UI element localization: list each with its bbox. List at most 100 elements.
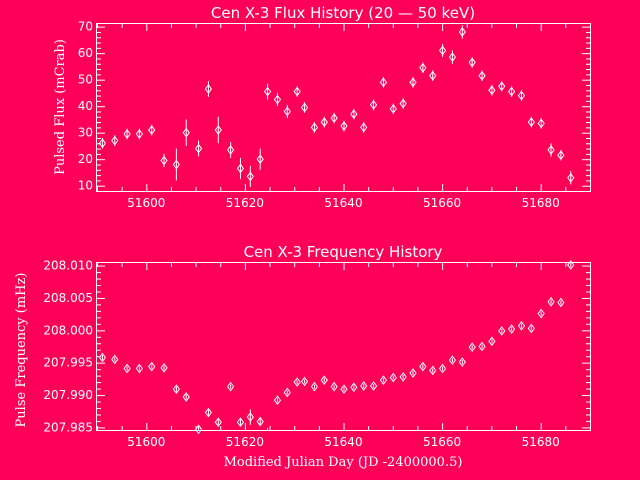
flux-data-point [330, 113, 338, 123]
frequency-data-point [214, 417, 222, 428]
frequency-data-point [567, 260, 575, 270]
frequency-y-tick-label: 208.010 [43, 259, 93, 273]
frequency-axis-ticks: 51600 51620 51640 51660 51680 207.985 207.990 2… [43, 259, 591, 449]
flux-y-tick-label: 60 [78, 46, 93, 60]
flux-data-point [320, 117, 328, 127]
frequency-data-point [98, 352, 107, 363]
frequency-data-point [429, 365, 437, 376]
flux-axis-ticks: 51600 51620 51640 51660 51680 10 20 30 40 50 60 70 [78, 20, 591, 210]
frequency-x-tick-label: 51680 [522, 435, 560, 449]
flux-data-point [273, 94, 282, 105]
flux-data-point [340, 121, 348, 131]
frequency-data-point [537, 308, 545, 319]
flux-data-point [263, 86, 272, 97]
frequency-data-point [458, 357, 466, 367]
flux-panel: Cen X-3 Flux History (20 — 50 keV) Pulse… [53, 4, 591, 210]
frequency-data-point [283, 387, 291, 398]
frequency-data-point [547, 297, 555, 307]
flux-y-tick-label: 10 [78, 179, 93, 193]
frequency-data-point [194, 424, 203, 435]
flux-data-point [160, 155, 168, 166]
flux-data-point [399, 98, 407, 109]
flux-data-point [438, 45, 447, 56]
frequency-y-tick-label: 207.990 [43, 388, 93, 402]
flux-data-point [419, 62, 427, 73]
frequency-chart-title: Cen X-3 Frequency History [244, 243, 443, 261]
flux-data-point [172, 159, 181, 170]
flux-data-point [226, 145, 235, 155]
flux-data-point [527, 117, 535, 127]
flux-data-point [283, 106, 291, 117]
frequency-data-point [246, 412, 254, 422]
flux-data-point [547, 145, 555, 155]
frequency-y-tick-label: 207.995 [43, 356, 93, 370]
frequency-x-tick-label: 51660 [423, 435, 461, 449]
frequency-data-point [369, 381, 378, 391]
flux-y-tick-label: 20 [78, 152, 93, 166]
frequency-data-point [182, 392, 190, 402]
frequency-plot-frame [96, 262, 591, 431]
flux-data-point [350, 109, 358, 119]
flux-data-point [369, 100, 378, 110]
flux-data-point [182, 127, 190, 138]
flux-data-point [135, 129, 144, 139]
flux-data-point [498, 81, 506, 92]
frequency-data-point [468, 342, 476, 352]
frequency-data-point [399, 372, 407, 382]
flux-data-point [204, 84, 213, 94]
flux-data-point [293, 86, 301, 97]
flux-x-tick-label: 51660 [423, 196, 461, 210]
frequency-data-point [111, 354, 119, 365]
flux-data-point [458, 27, 466, 37]
flux-data-point [507, 86, 516, 97]
frequency-panel: Cen X-3 Frequency History Pulse Frequenc… [14, 243, 591, 470]
flux-data-point [379, 77, 388, 88]
flux-data-point [98, 138, 107, 149]
flux-plot-frame [96, 23, 591, 192]
frequency-data-point [478, 341, 486, 352]
frequency-x-tick-label: 51600 [127, 435, 165, 449]
frequency-x-tick-label: 51620 [226, 435, 264, 449]
frequency-data-point [160, 363, 168, 373]
frequency-data-point [273, 395, 282, 406]
frequency-data-point [300, 376, 309, 387]
flux-data-point [300, 102, 309, 113]
flux-data-point [236, 163, 245, 174]
flux-data-point [111, 135, 119, 146]
frequency-y-tick-label: 207.985 [43, 420, 93, 434]
flux-data-point [409, 77, 417, 88]
flux-data-point [194, 143, 203, 154]
frequency-data-point [448, 355, 457, 365]
flux-data-point [389, 103, 397, 114]
frequency-data-point [557, 297, 565, 308]
frequency-data-point [360, 381, 368, 391]
flux-y-tick-label: 40 [78, 99, 93, 113]
flux-data-point [478, 70, 486, 81]
frequency-data-point [310, 381, 319, 392]
flux-data-point [310, 122, 319, 133]
frequency-data-point [419, 361, 427, 372]
flux-chart-title: Cen X-3 Flux History (20 — 50 keV) [211, 4, 475, 22]
frequency-data-point [236, 417, 245, 428]
frequency-x-axis-label: Modified Julian Day (JD -2400000.5) [224, 455, 463, 470]
frequency-data-point [204, 407, 213, 418]
frequency-data-point [123, 363, 131, 374]
frequency-data-point [135, 363, 144, 374]
flux-data-point [468, 57, 476, 68]
frequency-data-point [527, 323, 535, 334]
frequency-data-points [98, 260, 575, 435]
flux-y-tick-label: 50 [78, 73, 93, 87]
frequency-data-point [256, 416, 264, 427]
flux-data-point [256, 154, 264, 165]
flux-data-point [148, 125, 156, 135]
frequency-data-point [226, 381, 235, 392]
flux-data-point [517, 90, 526, 101]
flux-x-tick-label: 51600 [127, 196, 165, 210]
frequency-data-point [340, 384, 348, 395]
flux-data-point [488, 85, 496, 96]
flux-data-point [448, 52, 457, 62]
flux-data-point [429, 70, 437, 81]
frequency-data-point [379, 375, 388, 385]
